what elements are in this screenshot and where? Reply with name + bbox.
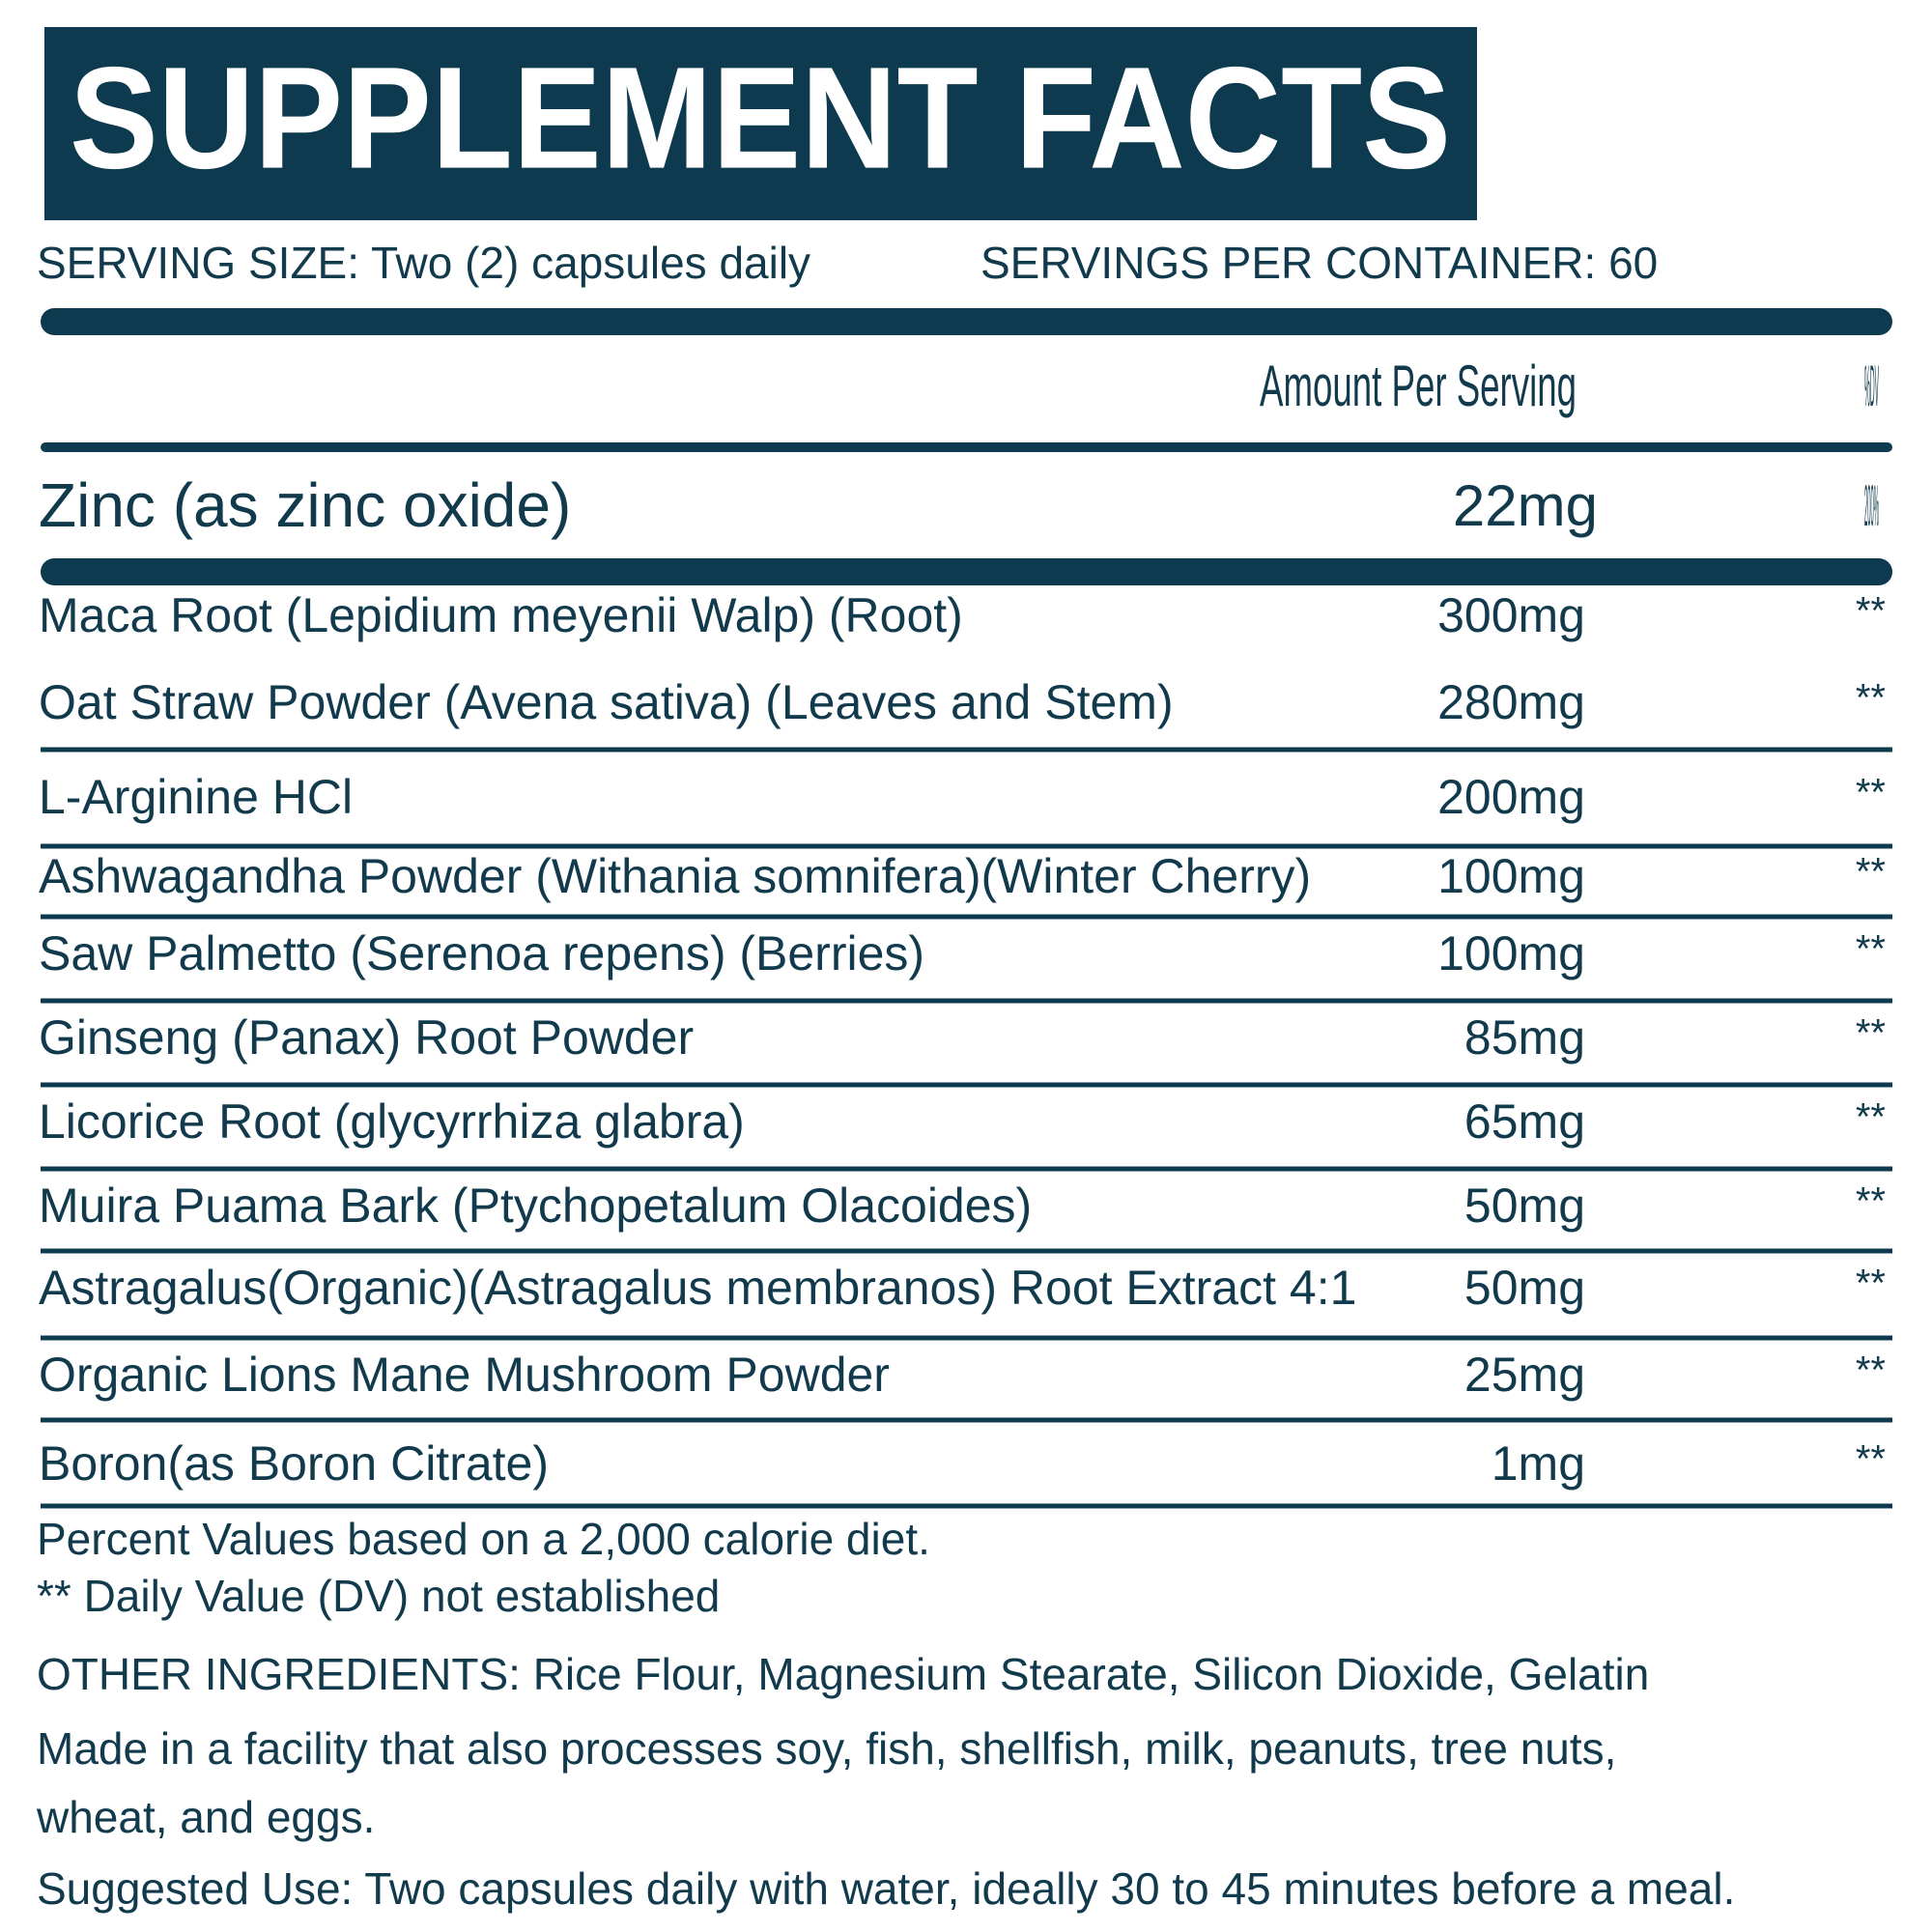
facility-note: Made in a facility that also processes s… — [37, 1723, 1616, 1774]
thick-rule — [41, 558, 1892, 585]
ingredient-dv: ** — [1856, 1180, 1886, 1223]
ingredient-amount: 50mg — [1464, 1261, 1585, 1315]
ingredient-dv: ** — [1856, 590, 1886, 633]
highlight-amount: 22mg — [1453, 473, 1598, 538]
suggested-use: Suggested Use: Two capsules daily with w… — [37, 1863, 1735, 1914]
ingredient-amount: 85mg — [1464, 1010, 1585, 1065]
ingredient-amount: 65mg — [1464, 1094, 1585, 1149]
ingredient-dv: ** — [1856, 928, 1886, 971]
ingredient-name: Organic Lions Mane Mushroom Powder — [39, 1348, 890, 1402]
ingredient-dv: ** — [1856, 1012, 1886, 1055]
ingredient-dv: ** — [1856, 1438, 1886, 1481]
ingredient-amount: 200mg — [1437, 770, 1585, 824]
row-separator — [41, 1166, 1892, 1172]
ingredient-dv: ** — [1856, 1263, 1886, 1305]
rule — [41, 442, 1892, 452]
ingredient-name: Licorice Root (glycyrrhiza glabra) — [39, 1094, 745, 1149]
serving-size: SERVING SIZE: Two (2) capsules daily — [37, 238, 810, 288]
column-header: %DV — [1864, 354, 1879, 418]
row-separator — [41, 1417, 1892, 1423]
title: SUPPLEMENT FACTS — [70, 37, 1451, 199]
ingredient-name: Ashwagandha Powder (Withania somnifera)(… — [39, 849, 1311, 903]
thick-rule — [41, 308, 1892, 335]
ingredient-amount: 100mg — [1437, 849, 1585, 903]
ingredient-amount: 100mg — [1437, 926, 1585, 980]
ingredient-name: Saw Palmetto (Serenoa repens) (Berries) — [39, 926, 924, 980]
other-ingredients: OTHER INGREDIENTS: Rice Flour, Magnesium… — [37, 1649, 1649, 1699]
column-header: Amount Per Serving — [1260, 354, 1577, 418]
row-separator — [41, 747, 1892, 753]
servings-per-container: SERVINGS PER CONTAINER: 60 — [980, 238, 1658, 288]
ingredient-name: Ginseng (Panax) Root Powder — [39, 1010, 694, 1065]
ingredient-name: Oat Straw Powder (Avena sativa) (Leaves … — [39, 675, 1174, 729]
footnote: ** Daily Value (DV) not established — [37, 1571, 720, 1621]
ingredient-dv: ** — [1856, 851, 1886, 894]
highlight-name: Zinc (as zinc oxide) — [39, 470, 571, 540]
title-box — [44, 27, 1477, 220]
ingredient-name: L-Arginine HCl — [39, 770, 353, 824]
row-separator — [41, 1082, 1892, 1088]
ingredient-amount: 50mg — [1464, 1179, 1585, 1233]
ingredient-dv: ** — [1856, 1096, 1886, 1139]
highlight-dv: 200% — [1864, 473, 1879, 538]
row-separator — [41, 843, 1892, 849]
ingredient-amount: 300mg — [1437, 588, 1585, 642]
ingredient-name: Muira Puama Bark (Ptychopetalum Olacoide… — [39, 1179, 1032, 1233]
ingredient-amount: 280mg — [1437, 675, 1585, 729]
row-separator — [41, 914, 1892, 920]
ingredient-dv: ** — [1856, 1350, 1886, 1392]
ingredient-name: Astragalus(Organic)(Astragalus membranos… — [39, 1261, 1356, 1315]
row-separator — [41, 998, 1892, 1004]
facility-note: wheat, and eggs. — [36, 1792, 375, 1842]
ingredient-name: Maca Root (Lepidium meyenii Walp) (Root) — [39, 588, 963, 642]
ingredient-dv: ** — [1856, 772, 1886, 814]
ingredient-name: Boron(as Boron Citrate) — [39, 1436, 549, 1491]
row-separator — [41, 1335, 1892, 1341]
ingredient-amount: 25mg — [1464, 1348, 1585, 1402]
ingredient-rows: Maca Root (Lepidium meyenii Walp) (Root)… — [39, 588, 1892, 1509]
footnote: Percent Values based on a 2,000 calorie … — [37, 1514, 930, 1564]
ingredient-dv: ** — [1856, 677, 1886, 720]
ingredient-amount: 1mg — [1492, 1436, 1585, 1491]
row-separator — [41, 1248, 1892, 1254]
row-separator — [41, 1503, 1892, 1509]
